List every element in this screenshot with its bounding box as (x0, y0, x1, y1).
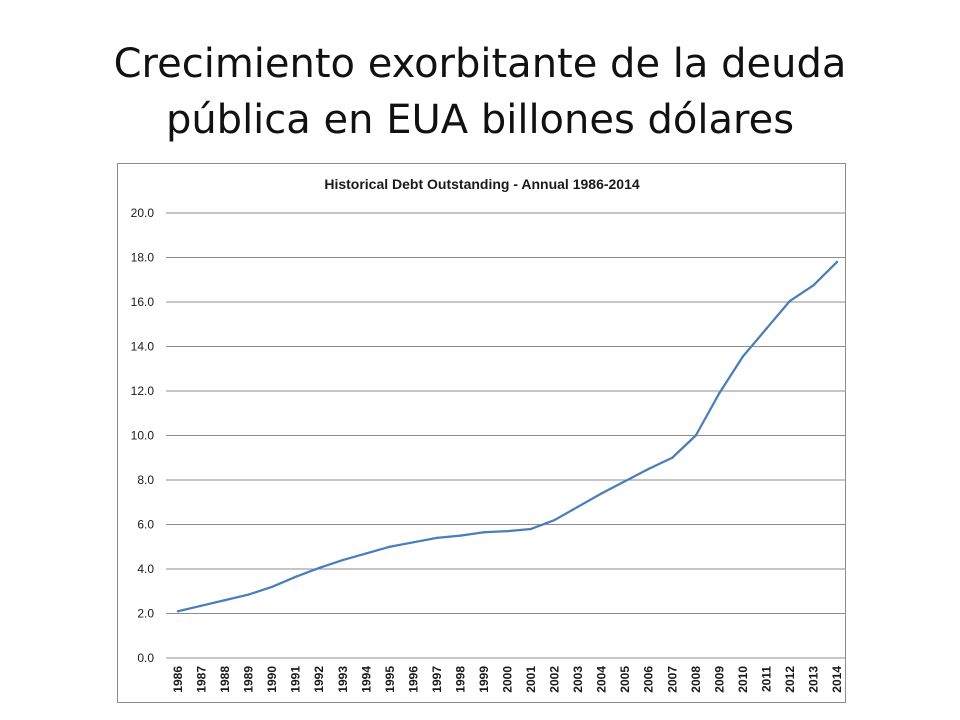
x-tick-label: 2011 (759, 666, 773, 692)
data-point (529, 527, 533, 531)
data-point (294, 575, 297, 578)
x-tick-label: 1998 (453, 666, 467, 693)
data-point (647, 467, 650, 471)
x-tick-label: 2002 (548, 666, 562, 693)
y-tick-label: 18.0 (131, 251, 155, 265)
y-tick-label: 0.0 (137, 651, 154, 665)
x-tick-label: 1997 (430, 666, 444, 693)
x-tick-label: 2014 (830, 666, 844, 693)
x-tick-label: 1999 (477, 666, 491, 693)
debt-line-chart: Historical Debt Outstanding - Annual 198… (131, 176, 845, 693)
x-tick-label: 1994 (359, 666, 373, 693)
data-point (765, 327, 768, 330)
data-point (435, 536, 439, 540)
x-axis-ticks: 1986 1987 1988 1989 1990 1991 1992 1993 1994 1995… (171, 666, 844, 693)
gridlines (166, 212, 845, 659)
slide-title: Crecimiento exorbitante de la deuda públ… (40, 36, 920, 148)
data-point (623, 479, 627, 483)
data-point (223, 598, 227, 602)
data-point (341, 558, 344, 562)
x-tick-label: 2001 (524, 666, 538, 693)
y-tick-label: 16.0 (131, 295, 155, 309)
chart-frame: Historical Debt Outstanding - Annual 198… (117, 163, 846, 703)
y-tick-label: 14.0 (131, 340, 155, 354)
x-tick-label: 2013 (806, 666, 820, 693)
x-tick-label: 2004 (595, 666, 609, 693)
series-line (177, 261, 838, 613)
x-tick-label: 2007 (665, 666, 679, 693)
x-tick-label: 2010 (736, 666, 750, 693)
data-point (576, 505, 580, 508)
data-point (388, 545, 392, 548)
data-point (247, 593, 250, 596)
data-point (718, 392, 721, 395)
y-axis-ticks: 0.0 2.0 4.0 6.0 8.0 10.0 12.0 14.0 16.0 18.0 20.0 (131, 206, 155, 665)
x-tick-label: 1992 (312, 666, 326, 693)
data-point (506, 529, 509, 533)
x-tick-label: 1991 (289, 666, 303, 693)
data-point (318, 566, 321, 570)
series-layer (176, 260, 839, 613)
x-tick-label: 2006 (642, 666, 656, 693)
slide-title-line-1: Crecimiento exorbitante de la deuda (113, 41, 847, 87)
data-point (835, 260, 839, 264)
y-tick-label: 4.0 (137, 562, 154, 576)
data-point (600, 492, 603, 495)
data-point (741, 355, 745, 358)
x-tick-label: 1995 (383, 666, 397, 693)
chart-title: Historical Debt Outstanding - Annual 198… (324, 176, 640, 192)
data-point (788, 299, 792, 303)
slide-title-line-2: pública en EUA billones dólares (165, 97, 795, 143)
x-tick-label: 2009 (712, 666, 726, 693)
data-point (412, 541, 415, 544)
data-point (694, 434, 697, 437)
x-tick-label: 1988 (218, 666, 232, 693)
x-tick-label: 1987 (195, 666, 209, 693)
x-tick-label: 2008 (689, 666, 703, 693)
y-tick-label: 20.0 (131, 206, 155, 220)
data-point (459, 534, 462, 537)
x-tick-label: 2000 (501, 666, 515, 693)
y-tick-label: 2.0 (137, 607, 154, 621)
data-point (200, 604, 203, 607)
x-tick-label: 1993 (336, 666, 350, 693)
data-point (176, 610, 180, 613)
x-tick-label: 1990 (265, 666, 279, 693)
x-tick-label: 2005 (618, 666, 632, 693)
y-tick-label: 8.0 (137, 473, 154, 487)
x-tick-label: 2012 (783, 666, 797, 693)
y-tick-label: 10.0 (131, 429, 155, 443)
data-point (270, 585, 274, 588)
data-point (812, 284, 815, 287)
x-tick-label: 1996 (406, 666, 420, 693)
data-point (671, 456, 674, 459)
data-point (482, 531, 486, 534)
x-tick-label: 1986 (171, 666, 185, 693)
x-tick-label: 2003 (571, 666, 585, 693)
data-point (365, 552, 368, 555)
y-tick-label: 6.0 (137, 518, 154, 532)
y-tick-label: 12.0 (131, 384, 155, 398)
x-tick-label: 1989 (242, 666, 256, 693)
data-point (553, 518, 556, 522)
